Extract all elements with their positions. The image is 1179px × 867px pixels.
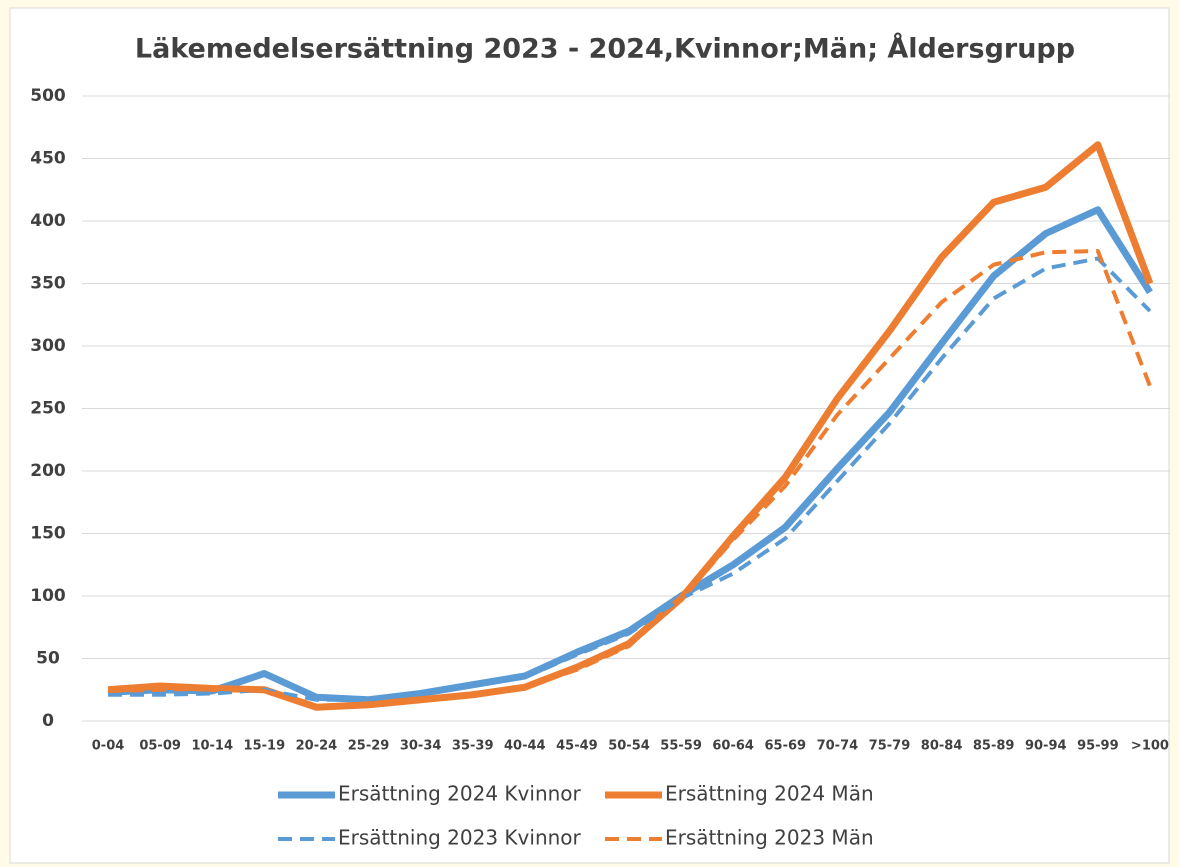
x-tick-label: 20-24 [296,739,338,754]
y-tick-label: 300 [30,336,66,356]
x-tick-label: 0-04 [92,739,125,754]
x-tick-label: 05-09 [139,739,181,754]
x-tick-label: 35-39 [452,739,494,754]
x-tick-label: 15-19 [244,739,286,754]
y-tick-label: 350 [30,274,66,294]
y-tick-label: 0 [42,711,54,731]
y-tick-label: 50 [36,649,60,669]
series-line [107,206,1153,704]
x-tick-label: 75-79 [869,739,911,754]
x-tick-label: 60-64 [712,739,754,754]
x-tick-label: 65-69 [764,739,806,754]
series-line [108,256,1152,702]
x-tick-label: 85-89 [973,739,1015,754]
x-tick-label: 55-59 [660,739,702,754]
x-tick-label: 80-84 [921,739,963,754]
x-tick-label: >100 [1131,739,1169,754]
y-tick-label: 250 [30,399,66,419]
chart-area [9,7,1170,864]
y-tick-label: 450 [30,149,66,169]
legend-label: Ersättning 2023 Kvinnor [338,826,582,850]
x-tick-label: 70-74 [817,739,859,754]
x-tick-label: 50-54 [608,739,650,754]
y-tick-label: 150 [30,524,66,544]
x-tick-label: 40-44 [504,739,546,754]
legend-label: Ersättning 2024 Kvinnor [338,782,582,806]
series-line [108,249,1152,708]
x-tick-label: 10-14 [191,739,233,754]
x-tick-label: 95-99 [1077,739,1119,754]
x-tick-label: 90-94 [1025,739,1067,754]
y-tick-label: 100 [30,586,66,606]
x-tick-label: 45-49 [556,739,598,754]
y-tick-label: 200 [30,461,66,481]
y-tick-label: 400 [30,211,66,231]
x-tick-label: 30-34 [400,739,442,754]
legend-label: Ersättning 2024 Män [665,782,874,806]
legend-label: Ersättning 2023 Män [665,826,874,850]
y-tick-label: 500 [30,86,66,106]
chart-title: Läkemedelsersättning 2023 - 2024,Kvinnor… [135,33,1075,65]
x-tick-label: 25-29 [348,739,390,754]
